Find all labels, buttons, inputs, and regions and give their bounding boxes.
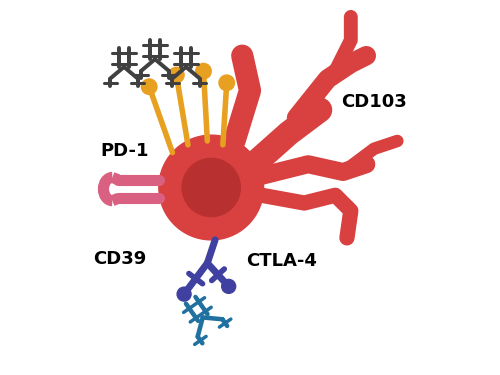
Circle shape	[196, 63, 211, 79]
Text: CTLA-4: CTLA-4	[246, 252, 317, 270]
Circle shape	[182, 158, 240, 217]
Text: CD39: CD39	[93, 250, 146, 268]
Polygon shape	[159, 135, 264, 240]
Circle shape	[142, 79, 157, 94]
Circle shape	[168, 67, 184, 83]
Circle shape	[177, 287, 191, 301]
Circle shape	[219, 75, 234, 91]
Text: CD103: CD103	[341, 93, 407, 111]
Text: PD-1: PD-1	[100, 142, 149, 160]
Circle shape	[222, 279, 235, 293]
